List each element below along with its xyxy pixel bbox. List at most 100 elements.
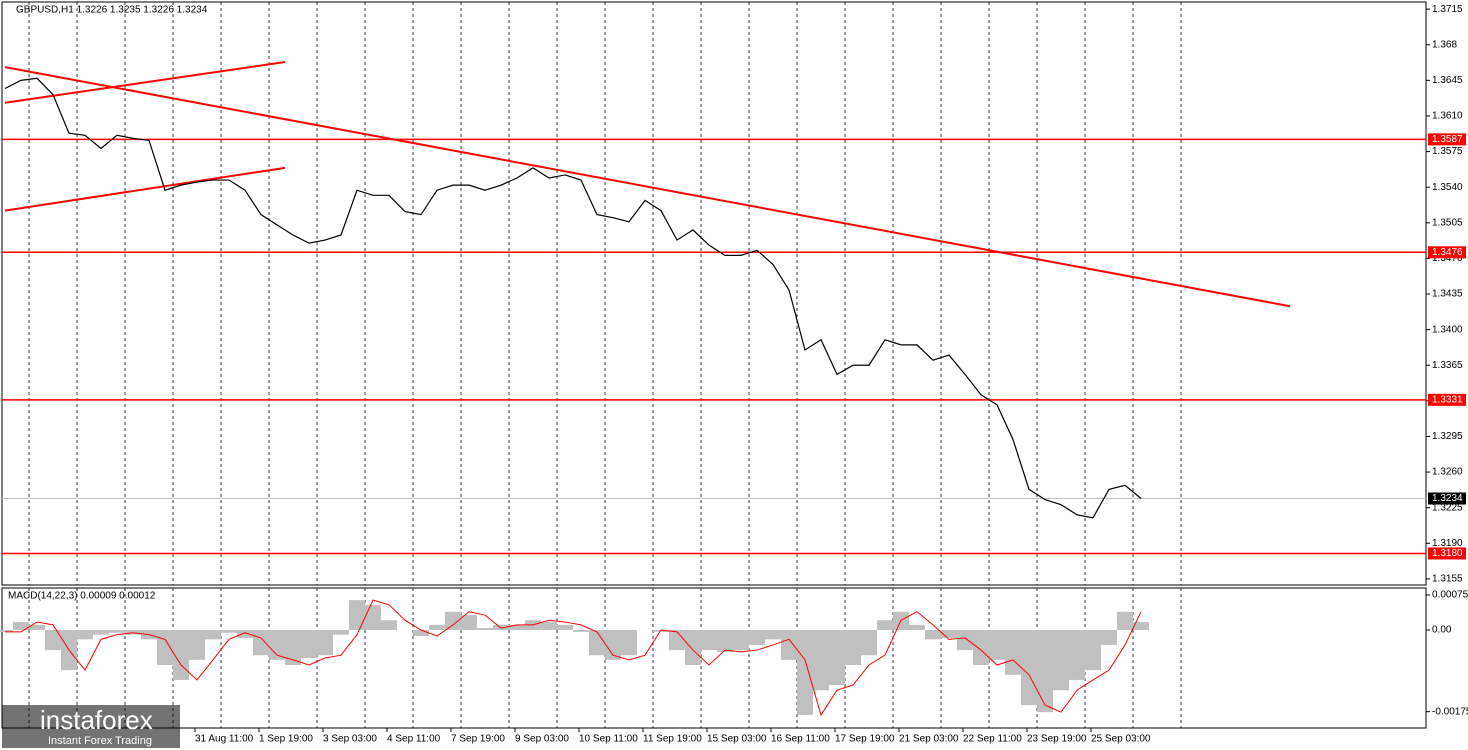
macd-bar: [45, 630, 61, 651]
macd-bar: [701, 630, 717, 651]
y-tick-label: 1.3575: [1432, 146, 1463, 157]
macd-bar: [1021, 630, 1037, 706]
macd-bar: [221, 630, 237, 633]
macd-bar: [0, 630, 13, 632]
trendline: [4, 61, 286, 104]
macd-bar: [29, 624, 45, 630]
level-tag: [1428, 547, 1466, 560]
macd-bar: [13, 622, 29, 630]
price-tag: [1428, 492, 1466, 505]
y-tick-label: 1.3190: [1432, 538, 1463, 549]
macd-bar: [797, 630, 813, 715]
macd-panel: [1, 587, 1427, 729]
macd-bar: [845, 630, 861, 665]
y-tick-label: 1.3295: [1432, 431, 1463, 442]
y-tick-label: -0.00175: [1432, 706, 1468, 717]
chart-title: GBPUSD,H1 1.3226 1.3235 1.3226 1.3234: [16, 5, 208, 16]
macd-bar: [1085, 630, 1101, 671]
macd-bar: [733, 630, 749, 651]
macd-bar: [413, 630, 429, 637]
watermark-tagline: Instant Forex Trading: [48, 735, 152, 747]
macd-bar: [301, 630, 317, 658]
level-label: 1.3587: [1432, 134, 1463, 145]
macd-bar: [605, 630, 621, 660]
macd-bar: [557, 624, 573, 630]
macd-bar: [157, 630, 173, 665]
macd-bar: [77, 630, 93, 640]
macd-bar: [1133, 622, 1149, 630]
x-tick-label: 23 Sep 19:00: [1027, 734, 1087, 745]
price-line: [4, 77, 1142, 519]
x-tick-label: 16 Sep 11:00: [771, 734, 830, 745]
macd-bar: [589, 630, 605, 656]
macd-bar: [109, 630, 125, 633]
x-tick-label: 7 Sep 19:00: [451, 734, 505, 745]
macd-bar: [813, 630, 829, 691]
macd-bar: [717, 630, 733, 652]
macd-bar: [445, 611, 461, 630]
y-tick-label: 1.3155: [1432, 574, 1463, 585]
macd-bar: [93, 630, 109, 635]
macd-bar: [237, 630, 253, 638]
level-tag: [1428, 133, 1466, 146]
watermark-brand: instaforex: [40, 705, 153, 735]
macd-bar: [861, 630, 877, 656]
y-tick-label: 1.3645: [1432, 75, 1463, 86]
macd-bar: [317, 630, 333, 656]
y-tick-label: 1.3225: [1432, 502, 1463, 513]
level-label: 1.3331: [1432, 394, 1463, 405]
y-tick-label: 1.3365: [1432, 360, 1463, 371]
macd-bar: [781, 630, 797, 660]
x-tick-label: 21 Sep 03:00: [899, 734, 959, 745]
macd-bar: [957, 630, 973, 651]
macd-bar: [1005, 630, 1021, 675]
level-tag: [1428, 393, 1466, 406]
macd-bar: [621, 630, 637, 656]
macd-bar: [973, 630, 989, 665]
x-tick-label: 22 Sep 11:00: [963, 734, 1022, 745]
macd-bar: [909, 624, 925, 630]
y-tick-label: 1.3505: [1432, 217, 1463, 228]
macd-bar: [365, 604, 381, 630]
macd-bar: [253, 630, 269, 656]
y-tick-label: 1.3260: [1432, 467, 1463, 478]
macd-bar: [477, 628, 493, 630]
x-tick-label: 17 Sep 19:00: [835, 734, 895, 745]
x-tick-label: 4 Sep 11:00: [387, 734, 441, 745]
macd-bar: [685, 630, 701, 665]
macd-bar: [205, 630, 221, 640]
macd-bar: [829, 630, 845, 686]
macd-bar: [1117, 611, 1133, 630]
y-tick-label: 0.00: [1432, 625, 1452, 636]
macd-bar: [941, 630, 957, 638]
price-label: 1.3234: [1432, 493, 1463, 504]
watermark-box: [2, 705, 180, 748]
macd-bar: [989, 630, 1005, 660]
y-tick-label: 1.3400: [1432, 324, 1463, 335]
macd-bar: [189, 630, 205, 660]
macd-bar: [285, 630, 301, 665]
macd-bar: [461, 615, 477, 630]
macd-bar: [493, 624, 509, 630]
macd-bar: [1053, 630, 1069, 691]
y-tick-label: 1.3470: [1432, 253, 1463, 264]
macd-title: MACD(14,22,3) 0.00009 0.00012: [8, 591, 156, 602]
macd-bar: [269, 630, 285, 660]
macd-bar: [429, 624, 445, 630]
y-tick-label: 1.3435: [1432, 289, 1463, 300]
macd-bar: [509, 624, 525, 630]
macd-bar: [333, 630, 349, 635]
macd-bar: [653, 630, 669, 632]
macd-bar: [925, 630, 941, 640]
level-label: 1.3180: [1432, 548, 1463, 559]
signal-line: [5, 599, 1142, 717]
x-tick-label: 10 Sep 11:00: [579, 734, 638, 745]
macd-bar: [1101, 630, 1117, 645]
macd-bar: [1069, 630, 1085, 680]
x-tick-label: 1 Sep 19:00: [259, 734, 313, 745]
price-panel: [1, 1, 1427, 586]
macd-bar: [349, 600, 365, 630]
y-tick-label: 1.3540: [1432, 182, 1463, 193]
trendline: [4, 166, 286, 212]
